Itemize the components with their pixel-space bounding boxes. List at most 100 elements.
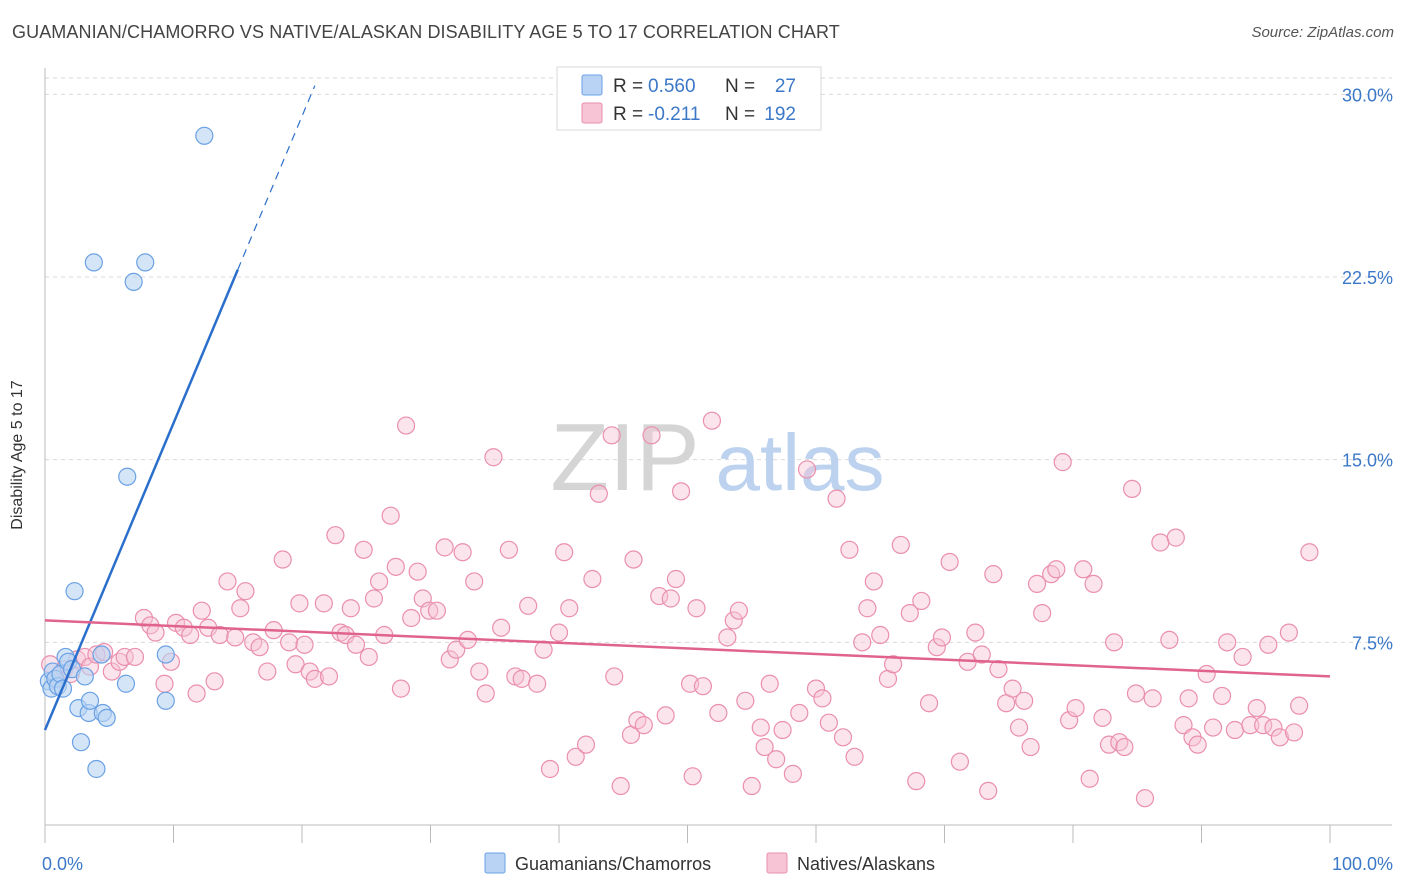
natives-point-122 [833,728,853,747]
natives-point-97 [666,569,686,589]
natives-point-125 [853,633,872,652]
natives-point-75 [519,596,538,615]
guamanians-trend-line [43,269,239,731]
legend-swatch-natives [766,852,788,874]
natives-point-20 [181,625,200,645]
natives-point-65 [453,543,472,562]
guamanians-point-22 [118,467,137,486]
natives-point-24 [205,672,224,691]
natives-point-80 [555,543,574,562]
natives-point-123 [840,540,859,559]
natives-point-40 [305,669,324,688]
x-tick-label-0: 0.0% [42,854,83,874]
natives-point-101 [687,599,706,618]
natives-point-114 [773,720,792,740]
natives-point-152 [1033,604,1052,623]
natives-point-81 [560,599,579,618]
natives-point-169 [1143,689,1162,708]
natives-point-84 [583,569,602,589]
natives-point-149 [1015,691,1034,710]
natives-point-183 [1241,716,1260,735]
guamanians-point-20 [97,708,116,727]
natives-point-112 [760,674,779,693]
natives-point-35 [280,633,299,652]
natives-point-168 [1135,789,1155,808]
y-tick-label-3: 30.0% [1342,85,1393,105]
natives-point-159 [1080,769,1099,788]
natives-point-92 [634,716,653,735]
natives-point-143 [979,781,998,801]
natives-point-133 [907,772,926,791]
natives-point-25 [210,625,229,645]
stats-legend: R = 0.560 N = 27 R = -0.211 N = 192 [556,66,822,131]
natives-point-120 [819,713,838,732]
natives-point-57 [402,608,421,628]
natives-point-132 [900,604,919,623]
natives-point-182 [1233,647,1252,667]
axes [44,68,1392,843]
natives-point-176 [1188,735,1207,754]
tick-labels: 7.5% 15.0% 22.5% 30.0% 0.0% 100.0% [42,85,1393,874]
natives-point-55 [391,679,411,698]
natives-point-104 [709,703,728,723]
natives-point-103 [702,411,722,430]
legend-swatch-guamanians [484,852,506,874]
natives-point-139 [950,752,970,771]
natives-point-82 [566,747,585,766]
stats-swatch-pink [581,102,603,124]
natives-point-93 [642,426,661,445]
natives-point-107 [729,601,749,620]
natives-points [41,411,1319,808]
natives-point-77 [534,640,553,659]
natives-point-164 [1110,733,1129,752]
stats-swatch-blue [581,74,603,96]
natives-point-134 [912,591,931,611]
natives-point-161 [1093,708,1112,727]
natives-point-76 [528,674,547,693]
natives-point-60 [420,601,439,620]
guamanians-point-25 [156,645,175,664]
watermark-atlas: atlas [716,418,885,507]
natives-point-189 [1279,623,1298,642]
guamanians-point-13 [75,667,94,686]
natives-point-128 [871,625,890,645]
natives-point-186 [1259,635,1278,654]
natives-point-83 [576,735,596,754]
natives-point-102 [693,677,713,696]
natives-point-117 [797,460,817,479]
trend-lines [43,85,1331,731]
guamanians-point-21 [116,674,136,693]
natives-point-165 [1115,737,1134,757]
natives-point-28 [231,599,250,618]
natives-point-151 [1027,574,1047,593]
source-label: Source: ZipAtlas.com [1251,24,1394,41]
natives-point-171 [1160,630,1179,650]
watermark: ZIP atlas [550,404,884,511]
natives-point-12 [125,647,145,667]
stats-r-value-2: -0.211 [648,104,700,125]
natives-point-78 [540,759,560,779]
natives-point-181 [1225,720,1245,740]
natives-point-147 [1003,679,1022,698]
natives-point-34 [273,550,292,569]
natives-point-167 [1126,684,1146,703]
natives-point-173 [1174,716,1193,735]
natives-point-49 [359,647,378,667]
natives-point-29 [236,582,255,601]
natives-point-142 [972,645,991,664]
natives-point-148 [1009,718,1029,737]
guamanians-point-12 [71,733,91,752]
natives-point-160 [1084,574,1103,593]
natives-point-119 [813,689,832,708]
guamanians-point-17 [87,759,106,779]
natives-point-70 [484,448,503,467]
natives-point-111 [755,737,774,757]
natives-point-126 [858,599,877,618]
natives-point-118 [806,679,826,698]
natives-point-145 [989,660,1008,679]
natives-point-115 [783,764,802,783]
y-tick-label-0: 7.5% [1352,633,1393,653]
natives-point-31 [250,638,269,657]
natives-point-58 [408,562,427,581]
natives-point-155 [1053,453,1072,472]
